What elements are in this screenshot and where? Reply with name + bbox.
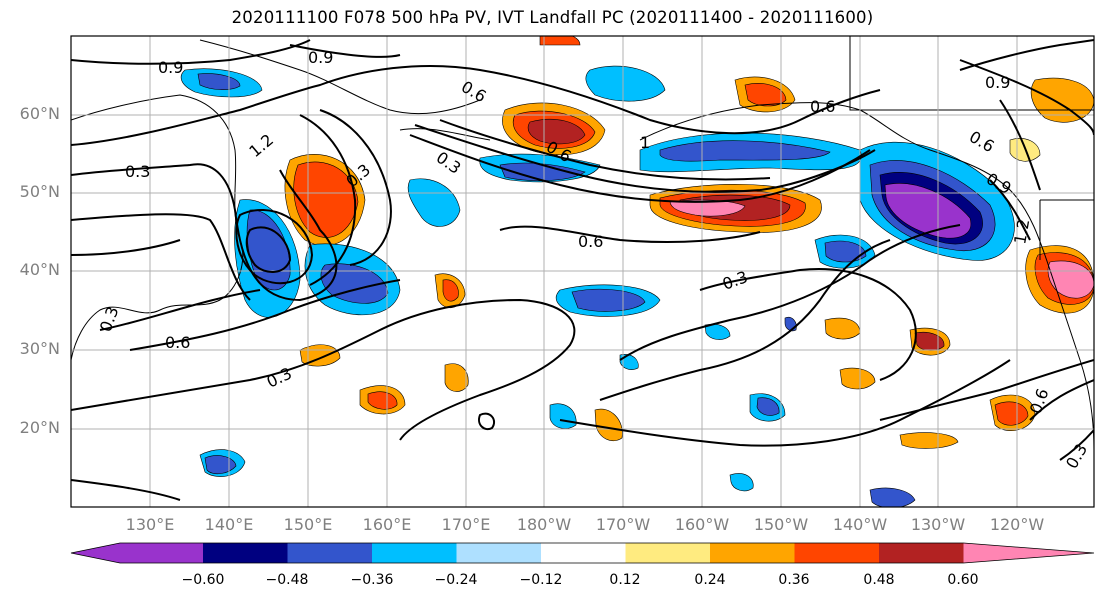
colorbar-tick-label: 0.24: [694, 572, 726, 588]
colorbar-tick-label: −0.48: [265, 572, 309, 588]
lat-label-30n: 30°N: [19, 339, 60, 358]
colorbar-tick-label: 0.48: [863, 572, 895, 588]
colorbar-tick-label: −0.60: [181, 572, 225, 588]
colorbar-segment: [203, 543, 288, 563]
colorbar-segment: [710, 543, 795, 563]
contour-label: 0.6: [578, 232, 603, 251]
colorbar-tick-label: −0.24: [434, 572, 478, 588]
colorbar-segment: [120, 543, 203, 563]
contour-label: 0.6: [165, 333, 190, 352]
colorbar-tick-label: 0.60: [947, 572, 979, 588]
colorbar-segment: [456, 543, 542, 563]
lat-label-40n: 40°N: [19, 260, 60, 279]
lon-label: 170°W: [595, 515, 651, 534]
colorbar-segment: [287, 543, 373, 563]
lon-label: 150°E: [283, 515, 333, 534]
lon-label: 160°E: [362, 515, 412, 534]
lon-label: 160°W: [674, 515, 730, 534]
lat-label-60n: 60°N: [19, 104, 60, 123]
contour-label: 1: [640, 133, 650, 152]
colorbar-tick-label: 0.36: [778, 572, 810, 588]
lon-label: 130°W: [910, 515, 966, 534]
pv-shading: [180, 36, 1094, 507]
colorbar-extend-max: [963, 543, 1094, 563]
lon-label: 150°W: [753, 515, 809, 534]
ivt-contours: [71, 39, 1094, 501]
contour-label: 0.9: [158, 58, 183, 77]
lon-label: 120°W: [989, 515, 1045, 534]
lon-label: 140°E: [204, 515, 254, 534]
contour-label: 0.9: [308, 48, 333, 67]
colorbar-segment: [372, 543, 457, 563]
colorbar: [70, 542, 1095, 564]
colorbar-extend-min: [71, 543, 120, 563]
colorbar-tick-label: −0.12: [519, 572, 563, 588]
colorbar-tick-label: 0.12: [609, 572, 641, 588]
lon-label: 140°W: [832, 515, 888, 534]
lon-label: 170°E: [441, 515, 491, 534]
coastlines: [71, 36, 1094, 451]
map-frame: [70, 35, 1095, 508]
lat-label-50n: 50°N: [19, 182, 60, 201]
colorbar-segment: [879, 543, 964, 563]
colorbar-segment: [625, 543, 711, 563]
colorbar-segment: [541, 543, 626, 563]
map-title: 2020111100 F078 500 hPa PV, IVT Landfall…: [231, 8, 874, 27]
lon-label: 130°E: [125, 515, 175, 534]
contour-label: 0.6: [810, 97, 835, 116]
gridlines: [71, 36, 1094, 507]
contour-label: 0.9: [985, 73, 1010, 92]
colorbar-segment: [794, 543, 880, 563]
contour-label: 0.3: [125, 162, 150, 181]
lon-label: 180°W: [516, 515, 572, 534]
contour-label: 1.2: [1010, 217, 1033, 245]
lat-label-20n: 20°N: [19, 418, 60, 437]
colorbar-tick-label: −0.36: [350, 572, 394, 588]
colorbar-outline: [70, 542, 1095, 564]
